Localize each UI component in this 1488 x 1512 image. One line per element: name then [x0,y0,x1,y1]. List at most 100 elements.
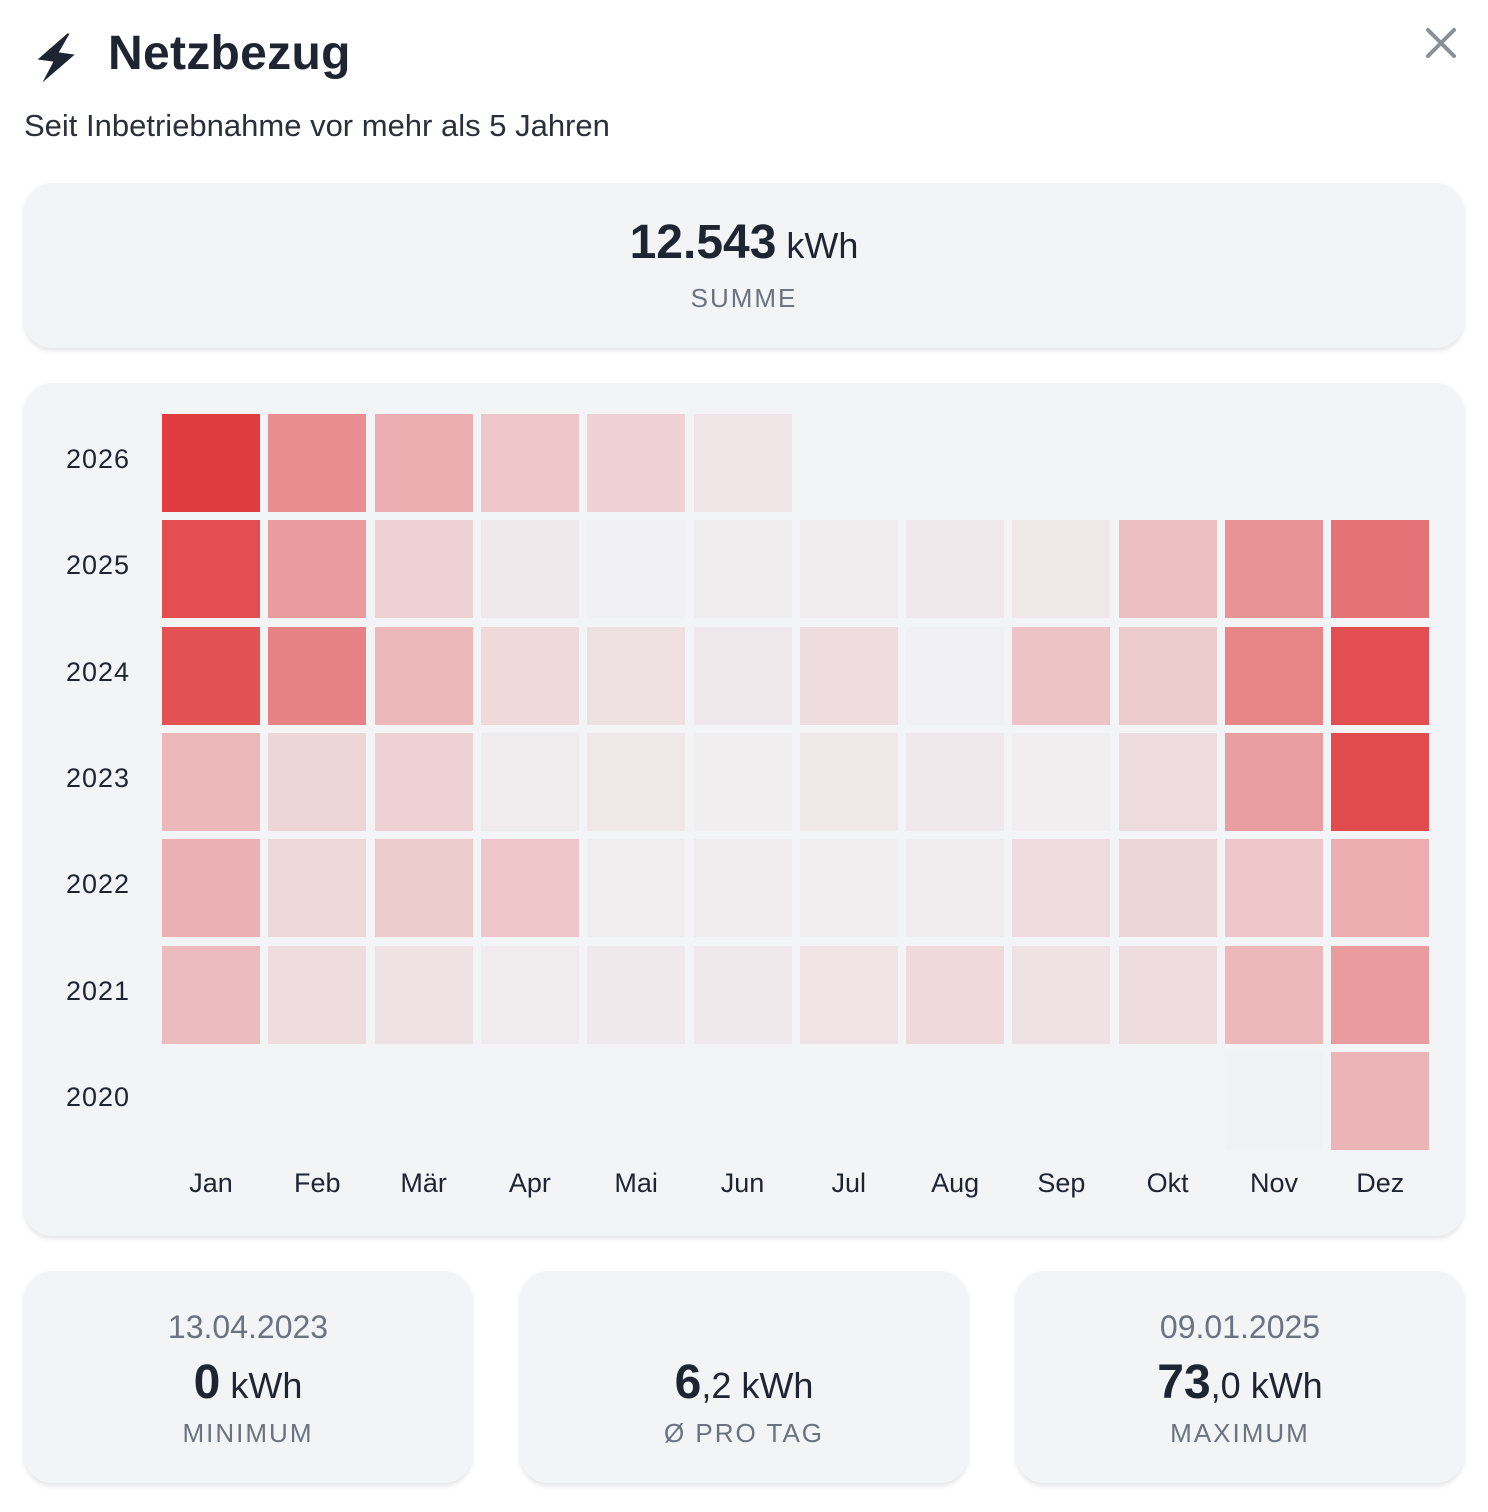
heatmap-cell-2021-1[interactable] [162,945,260,1044]
heatmap-cell-2025-5[interactable] [587,520,686,619]
heatmap-cell-2024-2[interactable] [268,626,367,725]
heatmap-cell-2023-9[interactable] [1012,732,1111,831]
average-card: 6,2 kWh Ø PRO TAG [520,1271,968,1483]
heatmap-cell-2020-12[interactable] [1331,1051,1430,1150]
heatmap-cell-2021-3[interactable] [374,945,473,1044]
heatmap-cell-2026-6[interactable] [693,414,792,512]
heatmap-cell-2022-9[interactable] [1012,839,1111,938]
heatmap-cell-2023-11[interactable] [1225,732,1323,831]
summary-card: 12.543 kWh SUMME [24,183,1464,348]
month-label-5: Mai [614,1168,658,1198]
year-label-2024: 2024 [66,656,131,687]
month-label-8: Aug [931,1168,980,1198]
heatmap-cell-2024-9[interactable] [1012,626,1111,725]
month-label-9: Sep [1037,1168,1086,1198]
heatmap-cell-2025-7[interactable] [799,520,898,619]
heatmap-cell-2023-4[interactable] [480,732,579,831]
minimum-value: 0 kWh [24,1355,472,1410]
heatmap-cell-2022-8[interactable] [906,839,1005,938]
heatmap-cell-2026-4[interactable] [480,414,579,512]
heatmap-cell-2023-10[interactable] [1118,732,1217,831]
heatmap-cell-2024-6[interactable] [693,626,792,725]
heatmap-cell-2023-3[interactable] [374,732,473,831]
heatmap-cell-2021-10[interactable] [1118,945,1217,1044]
average-value-unit: kWh [741,1365,814,1406]
month-label-7: Jul [831,1168,867,1198]
heatmap-cell-2021-7[interactable] [799,945,898,1044]
maximum-date: 09.01.2025 [1159,1309,1321,1345]
heatmap-cell-2022-2[interactable] [268,839,367,938]
summary-value: 12.543 kWh [24,215,1464,270]
heatmap-cell-2023-2[interactable] [268,732,367,831]
year-label-2026: 2026 [66,444,131,474]
heatmap-cell-2024-8[interactable] [906,626,1005,725]
heatmap-cell-2023-8[interactable] [906,732,1005,831]
heatmap-cell-2020-11[interactable] [1225,1051,1323,1150]
heatmap-cell-2025-10[interactable] [1118,520,1217,619]
heatmap-cell-2024-10[interactable] [1118,626,1217,725]
minimum-date: 13.04.2023 [167,1309,329,1345]
minimum-card: 13.04.2023 0 kWh MINIMUM [24,1271,472,1483]
heatmap-cell-2023-7[interactable] [799,732,898,831]
month-label-11: Nov [1249,1168,1298,1198]
heatmap-cell-2025-8[interactable] [906,520,1005,619]
heatmap-cell-2026-3[interactable] [374,414,473,512]
heatmap-cell-2021-5[interactable] [587,945,686,1044]
heatmap-cell-2022-3[interactable] [374,839,473,938]
month-label-2: Feb [294,1168,341,1198]
heatmap-cell-2026-2[interactable] [268,414,367,512]
heatmap-cell-2021-6[interactable] [693,945,792,1044]
month-label-3: Mär [400,1168,447,1198]
heatmap-cell-2023-5[interactable] [587,732,686,831]
heatmap-cell-2021-12[interactable] [1331,945,1430,1044]
maximum-card: 09.01.2025 73,0 kWh MAXIMUM [1016,1271,1464,1483]
heatmap-cell-2026-5[interactable] [587,414,686,512]
heatmap-cell-2025-3[interactable] [374,520,473,619]
heatmap-cell-2024-12[interactable] [1331,626,1430,725]
average-caption: Ø PRO TAG [663,1418,825,1448]
heatmap-cell-2022-10[interactable] [1118,839,1217,938]
heatmap-cell-2024-11[interactable] [1225,626,1323,725]
heatmap-cell-2021-2[interactable] [268,945,367,1044]
year-label-2025: 2025 [66,550,131,581]
heatmap-cell-2024-4[interactable] [480,626,579,725]
heatmap-cell-2021-8[interactable] [906,945,1005,1044]
close-icon[interactable] [1420,22,1464,66]
heatmap-cell-2025-11[interactable] [1225,520,1323,619]
heatmap-cell-2024-5[interactable] [587,626,686,725]
heatmap-cell-2025-4[interactable] [480,520,579,619]
maximum-value-dec: ,0 [1210,1365,1241,1406]
heatmap-cell-2022-12[interactable] [1331,839,1430,938]
heatmap-cell-2025-12[interactable] [1331,520,1430,619]
heatmap-cell-2022-5[interactable] [587,839,686,938]
heatmap-cell-2021-11[interactable] [1225,945,1323,1044]
heatmap-cell-2025-9[interactable] [1012,520,1111,619]
heatmap-cell-2022-11[interactable] [1225,839,1323,938]
heatmap-cell-2023-6[interactable] [693,732,792,831]
month-label-4: Apr [508,1168,551,1198]
dialog-subtitle: Seit Inbetriebnahme vor mehr als 5 Jahre… [24,108,610,143]
heatmap-cell-2022-7[interactable] [799,839,898,938]
year-label-2020: 2020 [66,1081,131,1112]
heatmap-cell-2026-1[interactable] [162,414,260,512]
heatmap-cell-2025-6[interactable] [693,520,792,619]
heatmap-cell-2022-4[interactable] [480,839,579,938]
heatmap-cell-2025-2[interactable] [268,520,367,619]
heatmap-cell-2021-4[interactable] [480,945,579,1044]
heatmap-cell-2023-1[interactable] [162,732,260,831]
month-label-1: Jan [189,1168,233,1198]
maximum-caption: MAXIMUM [1170,1418,1310,1448]
heatmap-cell-2022-1[interactable] [162,839,260,938]
dialog-title: Netzbezug [108,27,351,80]
summary-value-number: 12.543 [629,216,777,269]
minimum-value-int: 0 [193,1356,221,1409]
heatmap-cell-2023-12[interactable] [1331,732,1430,831]
heatmap-cell-2024-1[interactable] [162,626,260,725]
year-label-2023: 2023 [66,762,131,793]
heatmap-cell-2024-3[interactable] [374,626,473,725]
heatmap-cell-2025-1[interactable] [162,520,260,619]
heatmap-cell-2024-7[interactable] [799,626,898,725]
heatmap-cell-2022-6[interactable] [693,839,792,938]
heatmap-cell-2021-9[interactable] [1012,945,1111,1044]
minimum-caption: MINIMUM [182,1418,314,1448]
